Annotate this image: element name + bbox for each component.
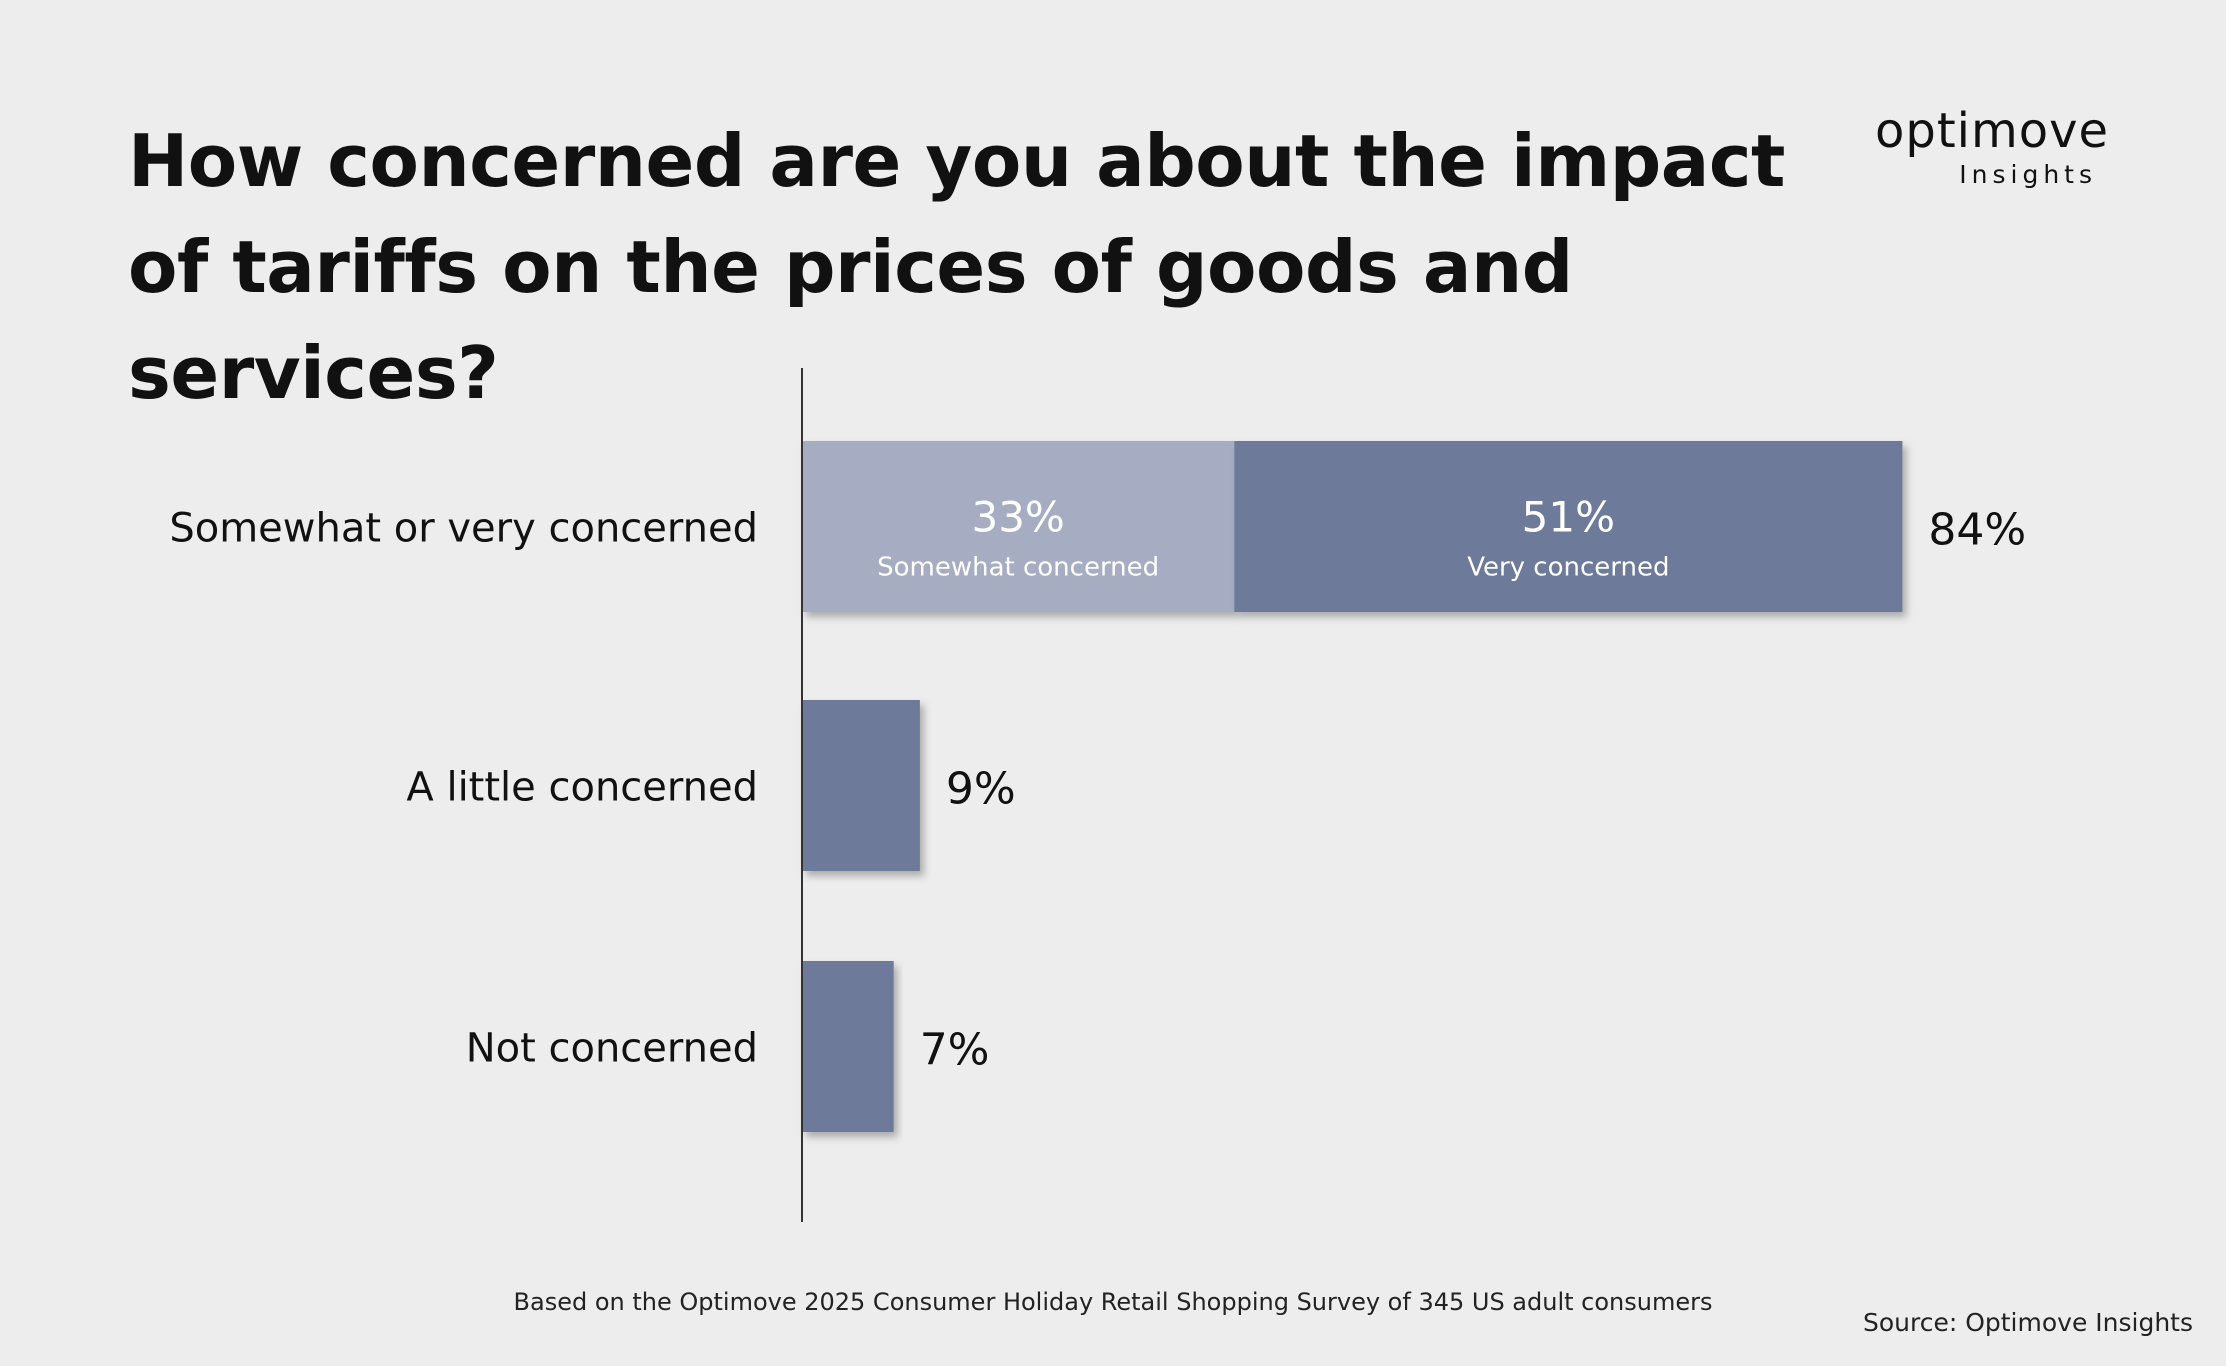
total-value-somewhat-or-very-concerned: 84% xyxy=(1928,505,2026,556)
total-value-not-concerned: 7% xyxy=(920,1025,990,1076)
segment-value-very-concerned: 51% xyxy=(1522,493,1615,542)
chart-title: How concerned are you about the impact o… xyxy=(128,119,1785,415)
logo-name: optimove xyxy=(1875,103,2110,159)
source-note: Source: Optimove Insights xyxy=(1862,1308,2193,1337)
bar-somewhat-or-very-concerned-very-concerned xyxy=(1234,441,1903,612)
bar-not-concerned-very-concerned xyxy=(802,961,894,1132)
footnote: Based on the Optimove 2025 Consumer Holi… xyxy=(513,1288,1713,1316)
optimove-logo: optimove Insights xyxy=(1875,103,2110,190)
segment-label-somewhat-concerned: Somewhat concerned xyxy=(877,553,1159,583)
total-value-a-little-concerned: 9% xyxy=(946,764,1016,815)
logo-subtitle: Insights xyxy=(1959,160,2097,189)
category-label-a-little-concerned: A little concerned xyxy=(406,765,758,811)
bar-a-little-concerned-very-concerned xyxy=(802,700,920,871)
labels-layer: 33% Somewhat concerned 51% Very concerned So… xyxy=(169,493,2026,1076)
bars-layer xyxy=(802,441,1903,1132)
segment-label-very-concerned: Very concerned xyxy=(1467,553,1669,583)
bar-somewhat-or-very-concerned-somewhat-concerned xyxy=(802,441,1235,612)
category-label-not-concerned: Not concerned xyxy=(466,1026,758,1072)
segment-value-somewhat-concerned: 33% xyxy=(971,493,1064,542)
category-label-somewhat-or-very-concerned: Somewhat or very concerned xyxy=(169,506,758,552)
